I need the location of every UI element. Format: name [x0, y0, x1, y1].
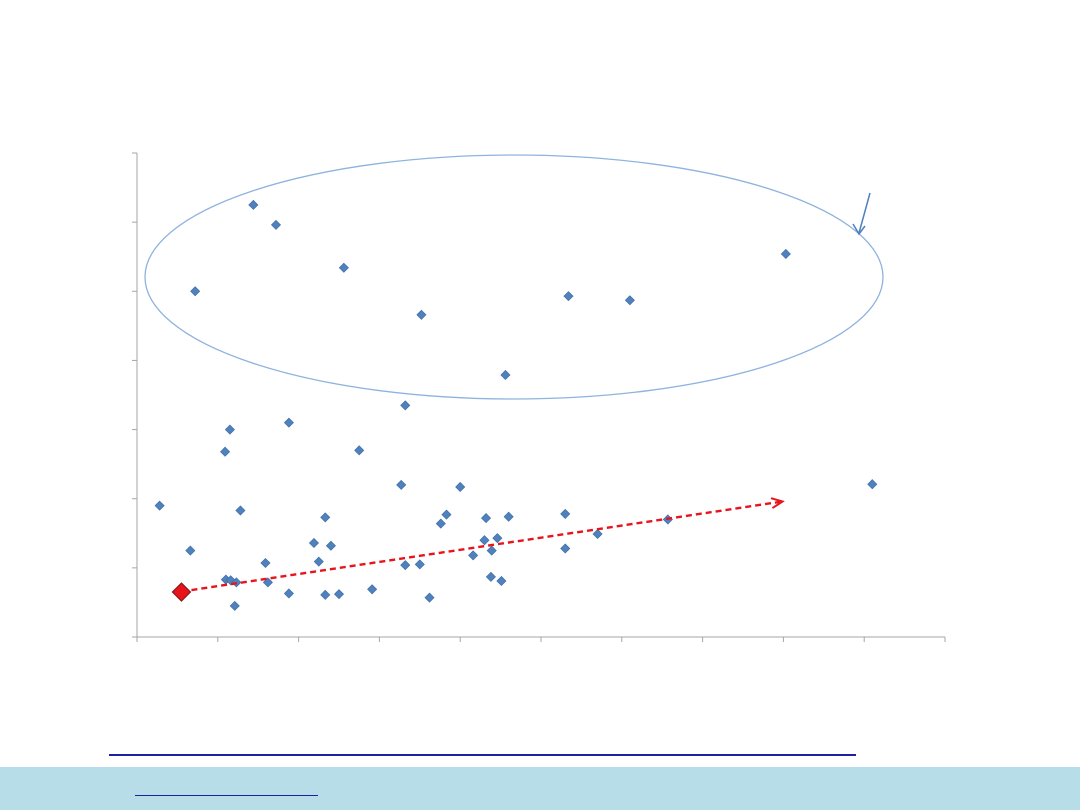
data-point	[283, 417, 294, 428]
data-point	[367, 584, 378, 595]
data-point	[416, 309, 427, 320]
data-point	[220, 446, 231, 457]
data-point	[229, 600, 240, 611]
data-point	[563, 291, 574, 302]
data-point	[320, 512, 331, 523]
data-point	[592, 528, 603, 540]
data-point	[260, 557, 271, 569]
data-point	[400, 400, 411, 411]
data-point	[441, 509, 452, 520]
data-point	[481, 513, 492, 524]
data-point	[185, 545, 196, 556]
data-point	[414, 559, 425, 570]
data-point	[500, 369, 511, 380]
axes	[132, 152, 946, 642]
data-point	[154, 500, 165, 511]
data-point	[325, 540, 336, 551]
data-point	[225, 575, 236, 586]
data-point	[468, 550, 479, 561]
data-point	[248, 199, 259, 210]
data-point	[313, 556, 324, 567]
data-point	[338, 262, 349, 273]
outlier-ellipse	[144, 154, 884, 400]
scatter-chart	[132, 152, 946, 642]
data-point	[400, 560, 411, 571]
data-point	[867, 479, 878, 490]
footer-band	[0, 767, 1080, 810]
footer-link[interactable]	[135, 795, 318, 796]
data-point	[560, 508, 571, 519]
data-point	[270, 219, 282, 230]
data-point	[624, 295, 635, 306]
data-point	[486, 545, 497, 556]
data-point	[479, 535, 490, 546]
data-point	[190, 286, 201, 297]
data-point	[496, 575, 507, 587]
pointer-arrow	[858, 192, 871, 234]
data-point	[780, 248, 791, 259]
data-point	[492, 533, 503, 544]
outlier-ellipse-layer	[144, 154, 884, 400]
footer-rule	[109, 754, 856, 756]
data-point	[424, 592, 435, 603]
data-point	[485, 571, 496, 582]
data-point	[224, 424, 235, 435]
data-point	[320, 589, 331, 600]
data-point	[354, 445, 365, 456]
data-point	[235, 505, 246, 516]
data-point	[333, 589, 345, 600]
annotations	[191, 192, 871, 592]
data-point	[396, 479, 407, 490]
data-point	[560, 543, 571, 554]
data-point	[308, 537, 319, 548]
pointer-arrowhead	[852, 223, 866, 236]
highlight-point	[171, 582, 192, 602]
data-point	[455, 481, 466, 492]
data-points	[154, 199, 878, 611]
data-point	[503, 511, 514, 522]
data-point	[435, 518, 446, 529]
data-point	[262, 577, 273, 588]
data-point	[283, 588, 294, 599]
